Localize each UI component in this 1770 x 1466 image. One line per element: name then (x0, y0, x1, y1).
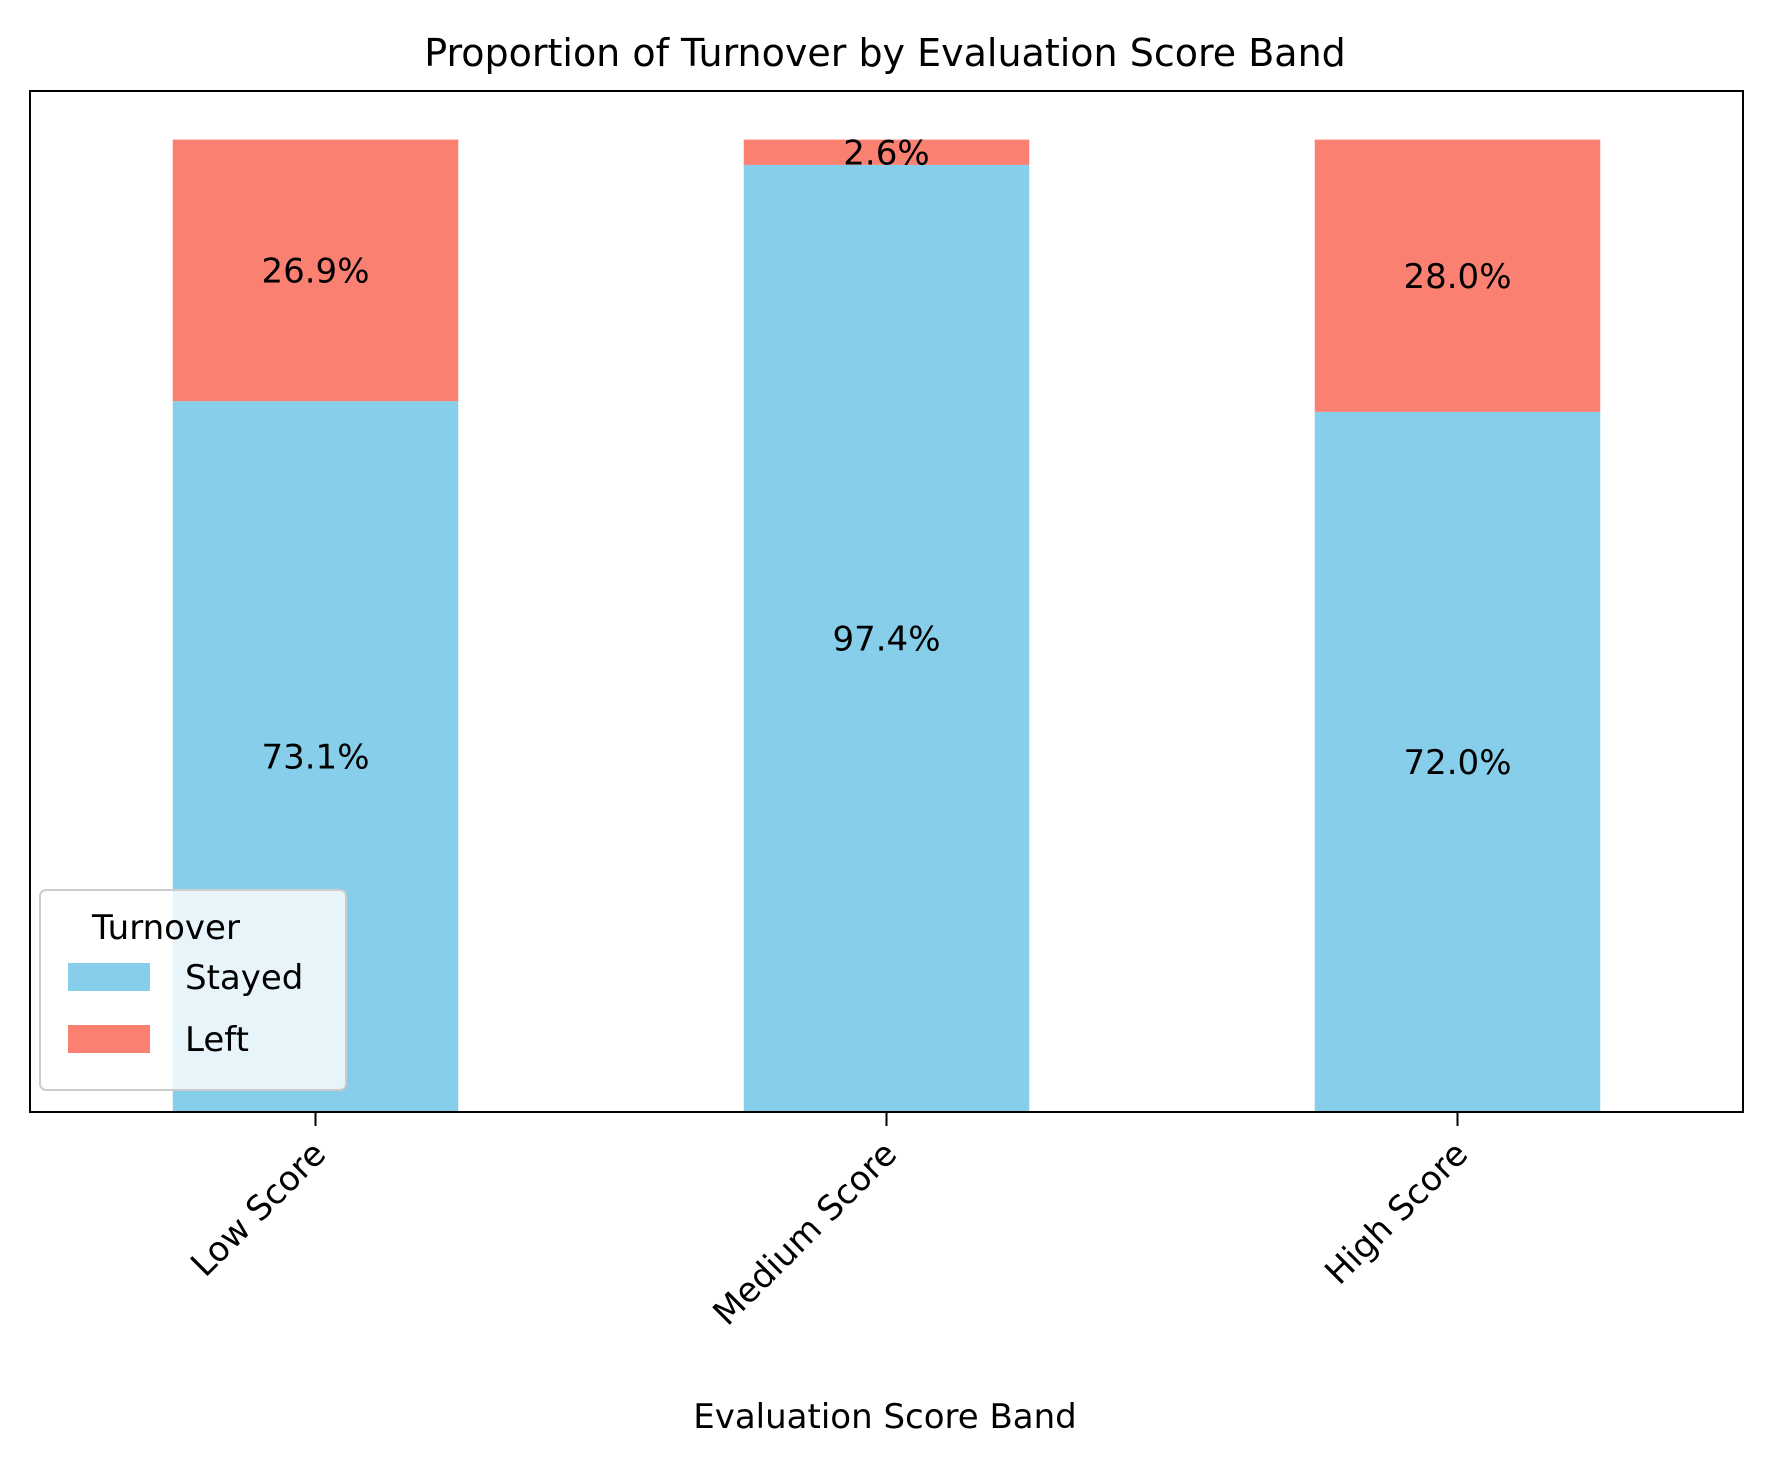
legend-swatch-left (68, 1025, 150, 1053)
bar-labels-layer: 73.1% 26.9% 97.4% 2.6% 72.0% 28.0% (261, 133, 1511, 783)
x-axis-label: Evaluation Score Band (693, 1397, 1077, 1437)
bar-value-label: 28.0% (1403, 257, 1511, 297)
x-tick-label: Medium Score (705, 1134, 904, 1333)
legend: Turnover Stayed Left (39, 889, 347, 1091)
legend-entries: Stayed Left (68, 958, 303, 1060)
legend-label-left: Left (185, 1020, 249, 1060)
bar-stayed-high-score (1314, 411, 1601, 1112)
legend-label-stayed: Stayed (185, 958, 303, 998)
bar-left-high-score (1314, 139, 1601, 412)
legend-swatch-stayed (68, 963, 150, 991)
bar-value-label: 73.1% (261, 738, 369, 778)
x-tick-label: High Score (1317, 1134, 1476, 1293)
x-tick-label: Low Score (183, 1134, 334, 1285)
bar-value-label: 2.6% (843, 133, 929, 173)
legend-title: Turnover (91, 908, 240, 948)
bar-stayed-medium-score (743, 164, 1030, 1113)
bars-layer (172, 139, 1601, 1113)
bar-value-label: 26.9% (261, 251, 369, 291)
bar-value-label: 72.0% (1403, 743, 1511, 783)
bar-left-medium-score (743, 139, 1030, 165)
bar-left-low-score (172, 139, 459, 402)
x-ticks: Low Score Medium Score High Score (183, 1112, 1476, 1333)
bar-value-label: 97.4% (832, 619, 940, 659)
chart-title: Proportion of Turnover by Evaluation Sco… (424, 31, 1346, 75)
